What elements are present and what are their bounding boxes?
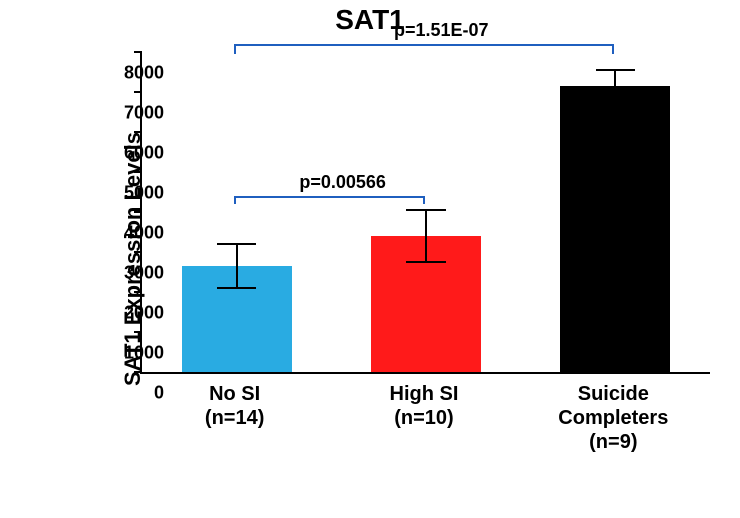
y-tick-mark xyxy=(134,251,142,253)
y-tick-mark xyxy=(134,91,142,93)
significance-bracket-drop xyxy=(612,44,614,54)
significance-bracket-drop xyxy=(423,196,425,204)
y-tick-mark xyxy=(134,291,142,293)
y-tick-label: 1000 xyxy=(104,343,164,364)
error-cap xyxy=(406,261,446,263)
y-tick-mark xyxy=(134,211,142,213)
error-cap xyxy=(596,101,636,103)
x-tick-label-line: No SI xyxy=(140,382,329,406)
y-tick-label: 4000 xyxy=(104,223,164,244)
significance-bracket-drop xyxy=(234,44,236,54)
x-tick-label: SuicideCompleters(n=9) xyxy=(519,382,708,454)
sat1-chart: SAT1 SAT1 Expression Levels 010002000300… xyxy=(0,0,740,518)
y-tick-mark xyxy=(134,331,142,333)
y-tick-label: 3000 xyxy=(104,263,164,284)
error-bar xyxy=(425,210,427,262)
x-tick-label-line: Completers xyxy=(519,406,708,430)
x-tick-label-line: (n=10) xyxy=(329,406,518,430)
y-tick-label: 2000 xyxy=(104,303,164,324)
error-cap xyxy=(217,243,257,245)
y-tick-label: 6000 xyxy=(104,143,164,164)
x-tick-label: High SI(n=10) xyxy=(329,382,518,430)
bar xyxy=(560,86,670,372)
error-bar xyxy=(236,244,238,288)
significance-bracket xyxy=(235,196,424,198)
x-tick-label-line: (n=14) xyxy=(140,406,329,430)
error-cap xyxy=(217,287,257,289)
x-tick-label-line: Suicide xyxy=(519,382,708,406)
plot-area xyxy=(140,52,710,374)
x-tick-label: No SI(n=14) xyxy=(140,382,329,430)
x-tick-label-line: (n=9) xyxy=(519,430,708,454)
y-tick-mark xyxy=(134,131,142,133)
significance-bracket xyxy=(235,44,614,46)
y-tick-label: 5000 xyxy=(104,183,164,204)
significance-label: p=1.51E-07 xyxy=(394,20,489,41)
y-tick-mark xyxy=(134,171,142,173)
error-cap xyxy=(596,69,636,71)
error-bar xyxy=(614,70,616,102)
error-cap xyxy=(406,209,446,211)
y-tick-label: 8000 xyxy=(104,63,164,84)
y-tick-mark xyxy=(134,51,142,53)
significance-bracket-drop xyxy=(234,196,236,204)
significance-label: p=0.00566 xyxy=(299,172,386,193)
chart-title: SAT1 xyxy=(0,4,740,36)
y-tick-mark xyxy=(134,371,142,373)
y-tick-label: 7000 xyxy=(104,103,164,124)
x-tick-label-line: High SI xyxy=(329,382,518,406)
